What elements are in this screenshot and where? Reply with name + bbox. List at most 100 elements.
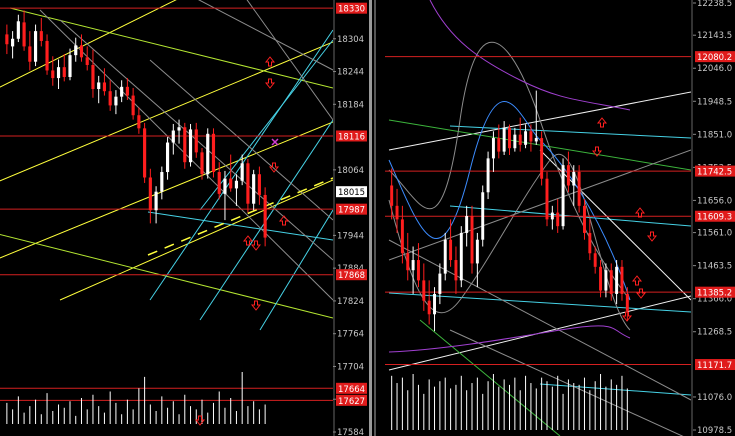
trendline	[39, 9, 333, 301]
bull-candle	[177, 127, 181, 131]
bear-candle	[108, 91, 112, 106]
trendline	[199, 39, 333, 211]
bear-candle	[62, 67, 66, 77]
price-tag-label: 18015	[338, 188, 365, 198]
arrow-up-icon	[631, 275, 643, 286]
bull-candle	[513, 134, 517, 149]
y-tick-label: 18304	[337, 35, 364, 45]
bull-candle	[481, 192, 485, 240]
bull-candle	[524, 131, 528, 145]
price-tag-label: 17664	[338, 385, 365, 395]
price-tag-label: 17987	[338, 206, 365, 216]
bear-candle	[45, 40, 49, 71]
arrow-down-icon	[268, 162, 280, 173]
bear-candle	[39, 31, 43, 41]
bear-candle	[395, 205, 399, 220]
y-tick-label: 17884	[337, 264, 364, 274]
y-tick-label: 17584	[337, 428, 364, 436]
trendline	[388, 149, 691, 261]
bear-candle	[556, 212, 560, 227]
bear-candle	[518, 134, 522, 145]
bull-candle	[615, 266, 619, 294]
bull-candle	[33, 31, 38, 62]
bear-candle	[566, 165, 570, 186]
bear-candle	[246, 163, 250, 204]
bear-candle	[609, 270, 613, 294]
price-level-tag	[336, 382, 367, 394]
price-level-tag	[336, 2, 367, 14]
price-level-tag	[336, 269, 367, 281]
y-tick-label: 17764	[337, 330, 364, 340]
bull-candle	[443, 239, 447, 274]
current-price-tag	[336, 186, 367, 198]
bull-candle	[114, 96, 118, 106]
bear-candle	[593, 253, 597, 267]
dashed-trendline	[147, 177, 333, 256]
arrow-up-icon	[264, 56, 276, 67]
y-tick-label: 18184	[337, 100, 364, 110]
cross-marker-icon	[271, 138, 279, 146]
right-price-tags: 12080.2 11742.5 11609.3 11385.2 11171.7	[695, 51, 735, 371]
bear-candle	[217, 172, 221, 194]
bull-candle	[206, 133, 210, 175]
bull-candle	[234, 180, 239, 189]
y-tick-label: 17824	[337, 297, 364, 307]
bear-candle	[183, 127, 187, 163]
y-tick-label: 11561.0	[697, 229, 732, 239]
bear-candle	[422, 280, 426, 301]
bear-candle	[508, 127, 511, 149]
bull-candle	[465, 215, 469, 233]
price-level-tag	[336, 130, 367, 142]
arrow-down-icon	[194, 415, 206, 426]
bull-candle	[68, 55, 72, 77]
trendline	[539, 383, 691, 396]
price-level-tag	[336, 394, 367, 406]
y-tick-label: 12143.5	[697, 31, 732, 41]
bull-candle	[160, 172, 164, 192]
arrow-up-icon	[596, 117, 608, 128]
y-tick-label: 11366.0	[697, 295, 732, 305]
bull-candle	[74, 45, 78, 56]
bear-candle	[406, 253, 410, 271]
bull-candle	[604, 270, 608, 291]
bull-candle	[475, 239, 479, 264]
bull-candle	[252, 174, 256, 204]
bear-candle	[599, 266, 603, 291]
bull-candle	[561, 165, 565, 227]
right-volume-bars	[391, 374, 628, 430]
price-level-tag	[695, 286, 735, 298]
arrow-down-icon	[591, 146, 603, 157]
bull-candle	[240, 163, 244, 181]
price-tag-label: 18330	[338, 5, 365, 15]
envelope-curve	[429, 0, 631, 111]
bear-candle	[5, 34, 9, 45]
bull-candle	[491, 138, 495, 159]
bear-candle	[416, 260, 420, 281]
y-tick-label: 11076.0	[697, 393, 732, 403]
y-tick-label: 11948.5	[697, 97, 732, 107]
y-tick-label: 18244	[337, 68, 364, 78]
y-tick-label: 10978.5	[697, 426, 732, 436]
price-tag-label: 12080.2	[697, 53, 732, 63]
bear-candle	[28, 46, 32, 62]
price-tag-label: 17868	[338, 271, 365, 281]
bull-candle	[16, 21, 20, 39]
trendline	[388, 239, 691, 401]
bear-candle	[85, 57, 89, 65]
bear-candle	[470, 215, 474, 264]
panel-divider[interactable]	[369, 0, 372, 436]
bear-candle	[200, 152, 204, 175]
bear-candle	[620, 266, 624, 294]
trendline	[539, 149, 691, 301]
trendline	[59, 179, 333, 301]
bear-candle	[529, 131, 533, 142]
left-chart-panel[interactable]: 18304 18244 18184 18064 17944 17884 17824 17764…	[0, 0, 367, 436]
bull-candle	[438, 273, 442, 294]
bull-candle	[188, 129, 193, 163]
trendline	[0, 41, 333, 182]
arrow-down-icon	[635, 288, 647, 299]
right-chart-panel[interactable]: 12238.512143.512046.011948.511851.011753…	[379, 0, 735, 436]
panel-divider-edge	[374, 0, 376, 436]
trendline	[449, 329, 684, 436]
